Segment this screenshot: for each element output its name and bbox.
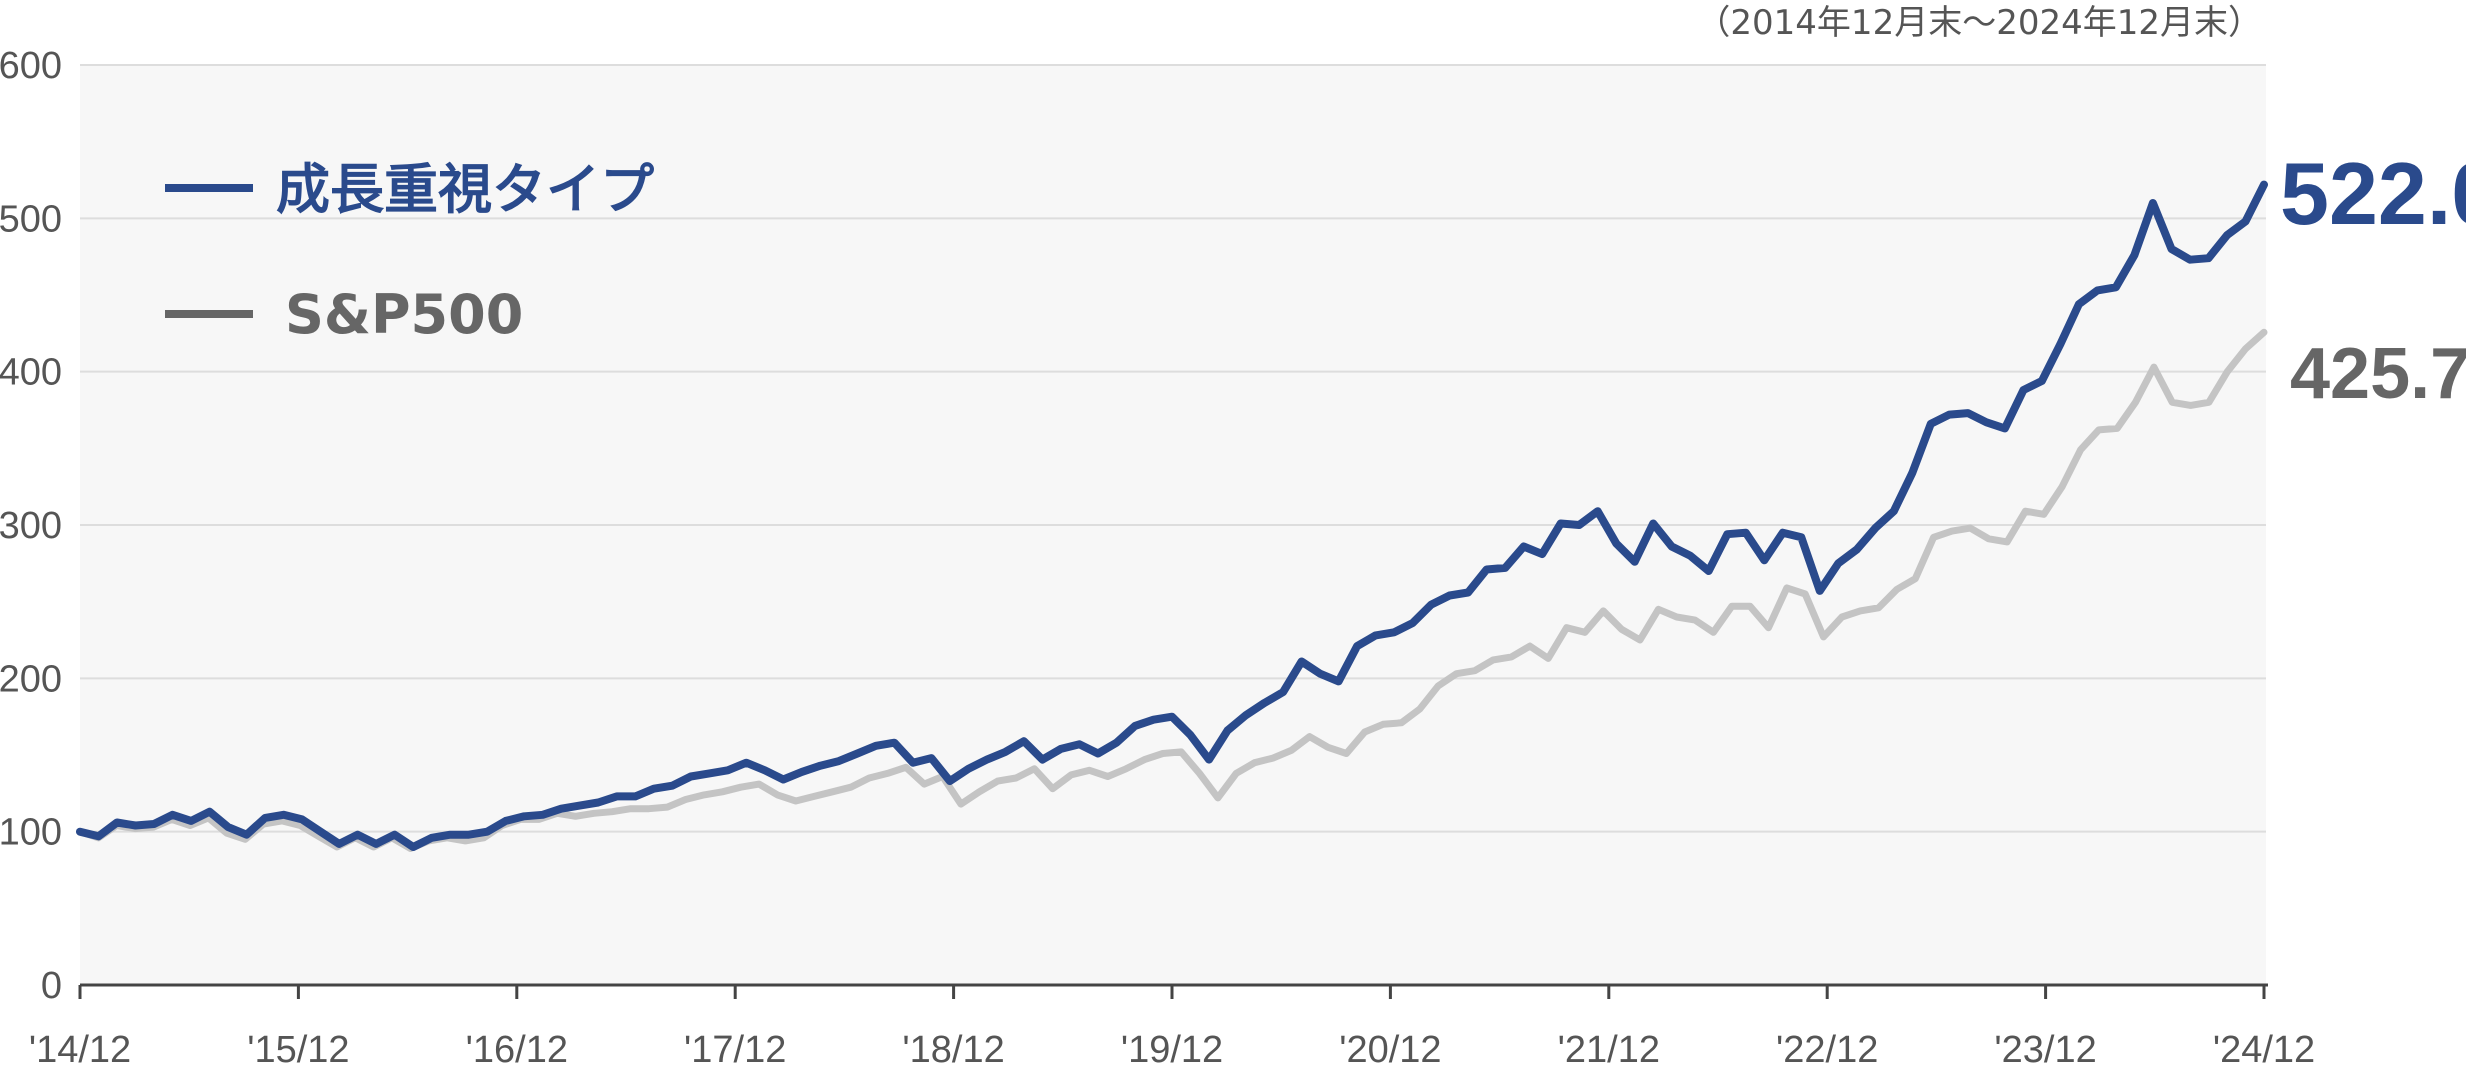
end-label-sp500: 425.7	[2290, 334, 2466, 414]
y-tick-label: 400	[0, 352, 62, 394]
x-tick-label: '18/12	[902, 1029, 1004, 1069]
x-tick-label: '15/12	[247, 1029, 349, 1069]
x-tick-label: '19/12	[1121, 1029, 1223, 1069]
legend-label-growth: 成長重視タイプ	[276, 158, 654, 221]
y-tick-label: 500	[0, 198, 62, 240]
x-tick-label: '24/12	[2213, 1029, 2315, 1069]
x-tick-label: '20/12	[1339, 1029, 1441, 1069]
y-tick-label: 200	[0, 658, 62, 700]
y-tick-label: 600	[0, 45, 62, 87]
x-axis: '14/12 '15/12 '16/12 '17/12 '18/12 '19/12 '20/…	[29, 983, 2315, 1069]
y-axis-ticks: 0 100 200 300 400 500 600	[0, 45, 62, 1007]
x-tick-label: '23/12	[1994, 1029, 2096, 1069]
legend-label-sp500: S&P500	[285, 283, 523, 346]
period-label: （2014年12月末〜2024年12月末）	[1696, 3, 2262, 43]
x-tick-label: '22/12	[1776, 1029, 1878, 1069]
x-tick-label: '16/12	[466, 1029, 568, 1069]
x-tick-label: '17/12	[684, 1029, 786, 1069]
y-tick-label: 100	[0, 812, 62, 854]
series-lines	[76, 180, 2268, 852]
x-tick-label: '21/12	[1558, 1029, 1660, 1069]
series-line-growth	[76, 180, 2268, 851]
y-tick-label: 300	[0, 505, 62, 547]
end-label-growth: 522.0	[2280, 144, 2466, 243]
legend: 成長重視タイプ S&P500	[165, 158, 654, 346]
x-tick-label: '14/12	[29, 1029, 131, 1069]
y-tick-label: 0	[41, 965, 62, 1007]
